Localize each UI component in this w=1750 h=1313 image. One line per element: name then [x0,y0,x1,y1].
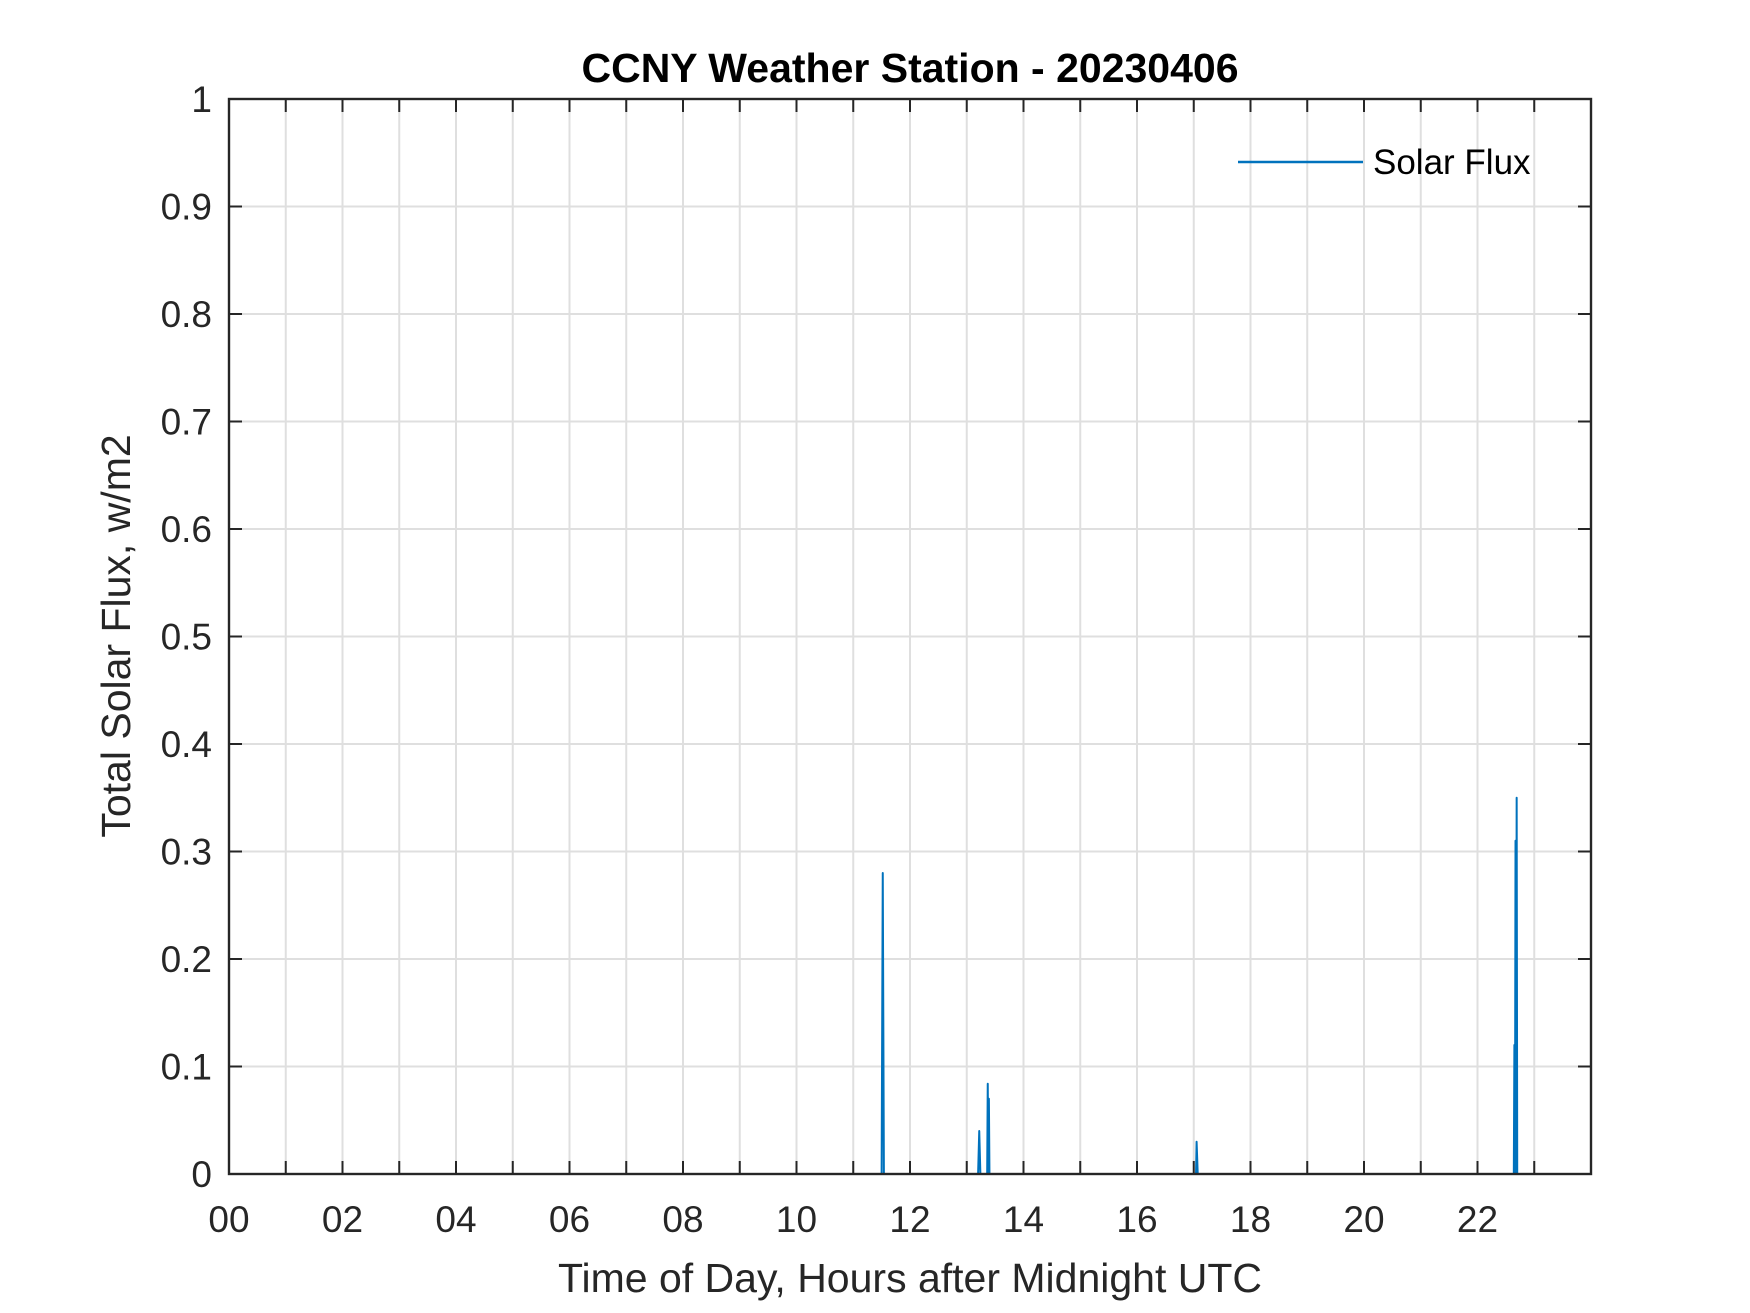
x-tick-label: 16 [1116,1199,1157,1240]
x-axis-label: Time of Day, Hours after Midnight UTC [558,1255,1262,1301]
y-tick-label: 0.5 [161,617,212,658]
x-tick-label: 06 [549,1199,590,1240]
y-tick-label: 0.1 [161,1047,212,1088]
x-tick-labels: 00 02 04 06 08 10 12 14 16 18 20 22 [208,1199,1498,1240]
x-tick-label: 10 [776,1199,817,1240]
y-tick-label: 0.9 [161,187,212,228]
axes-box [227,97,1593,1176]
x-tick-label: 00 [208,1199,249,1240]
legend: Solar Flux [1238,143,1531,182]
y-tick-label: 0.7 [161,402,212,443]
x-tick-label: 08 [662,1199,703,1240]
x-tick-label: 18 [1230,1199,1271,1240]
y-axis-label: Total Solar Flux, w/m2 [93,434,139,837]
y-tick-label: 0.8 [161,294,212,335]
grid-lines [229,99,1591,1174]
x-tick-label: 20 [1343,1199,1384,1240]
y-tick-label: 0.2 [161,939,212,980]
x-tick-label: 12 [889,1199,930,1240]
y-tick-label: 1 [191,79,212,120]
chart-title: CCNY Weather Station - 20230406 [581,45,1238,91]
x-tick-label: 04 [435,1199,476,1240]
y-tick-label: 0.4 [161,724,212,765]
y-tick-label: 0.6 [161,509,212,550]
y-tick-label: 0.3 [161,832,212,873]
legend-label-solar-flux: Solar Flux [1373,143,1531,182]
x-tick-label: 14 [1003,1199,1044,1240]
x-tick-label: 02 [322,1199,363,1240]
y-tick-labels: 0 0.1 0.2 0.3 0.4 0.5 0.6 0.7 0.8 0.9 1 [161,79,212,1195]
y-tick-label: 0 [191,1154,212,1195]
tick-marks [229,99,1591,1174]
x-tick-label: 22 [1457,1199,1498,1240]
